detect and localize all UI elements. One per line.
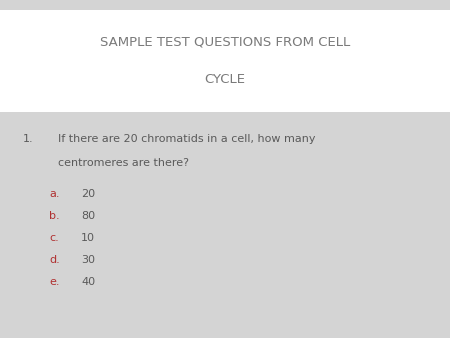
- Text: 1.: 1.: [22, 134, 33, 144]
- Text: 30: 30: [81, 255, 95, 265]
- Text: d.: d.: [50, 255, 60, 265]
- Text: 40: 40: [81, 277, 95, 287]
- FancyBboxPatch shape: [0, 10, 450, 112]
- Text: b.: b.: [50, 211, 60, 221]
- Text: 20: 20: [81, 189, 95, 199]
- Text: SAMPLE TEST QUESTIONS FROM CELL: SAMPLE TEST QUESTIONS FROM CELL: [100, 36, 350, 49]
- Text: 10: 10: [81, 233, 95, 243]
- Text: centromeres are there?: centromeres are there?: [58, 158, 189, 168]
- Text: CYCLE: CYCLE: [204, 73, 246, 86]
- Text: If there are 20 chromatids in a cell, how many: If there are 20 chromatids in a cell, ho…: [58, 134, 316, 144]
- Text: 80: 80: [81, 211, 95, 221]
- Text: c.: c.: [50, 233, 59, 243]
- Text: a.: a.: [50, 189, 60, 199]
- Text: e.: e.: [50, 277, 60, 287]
